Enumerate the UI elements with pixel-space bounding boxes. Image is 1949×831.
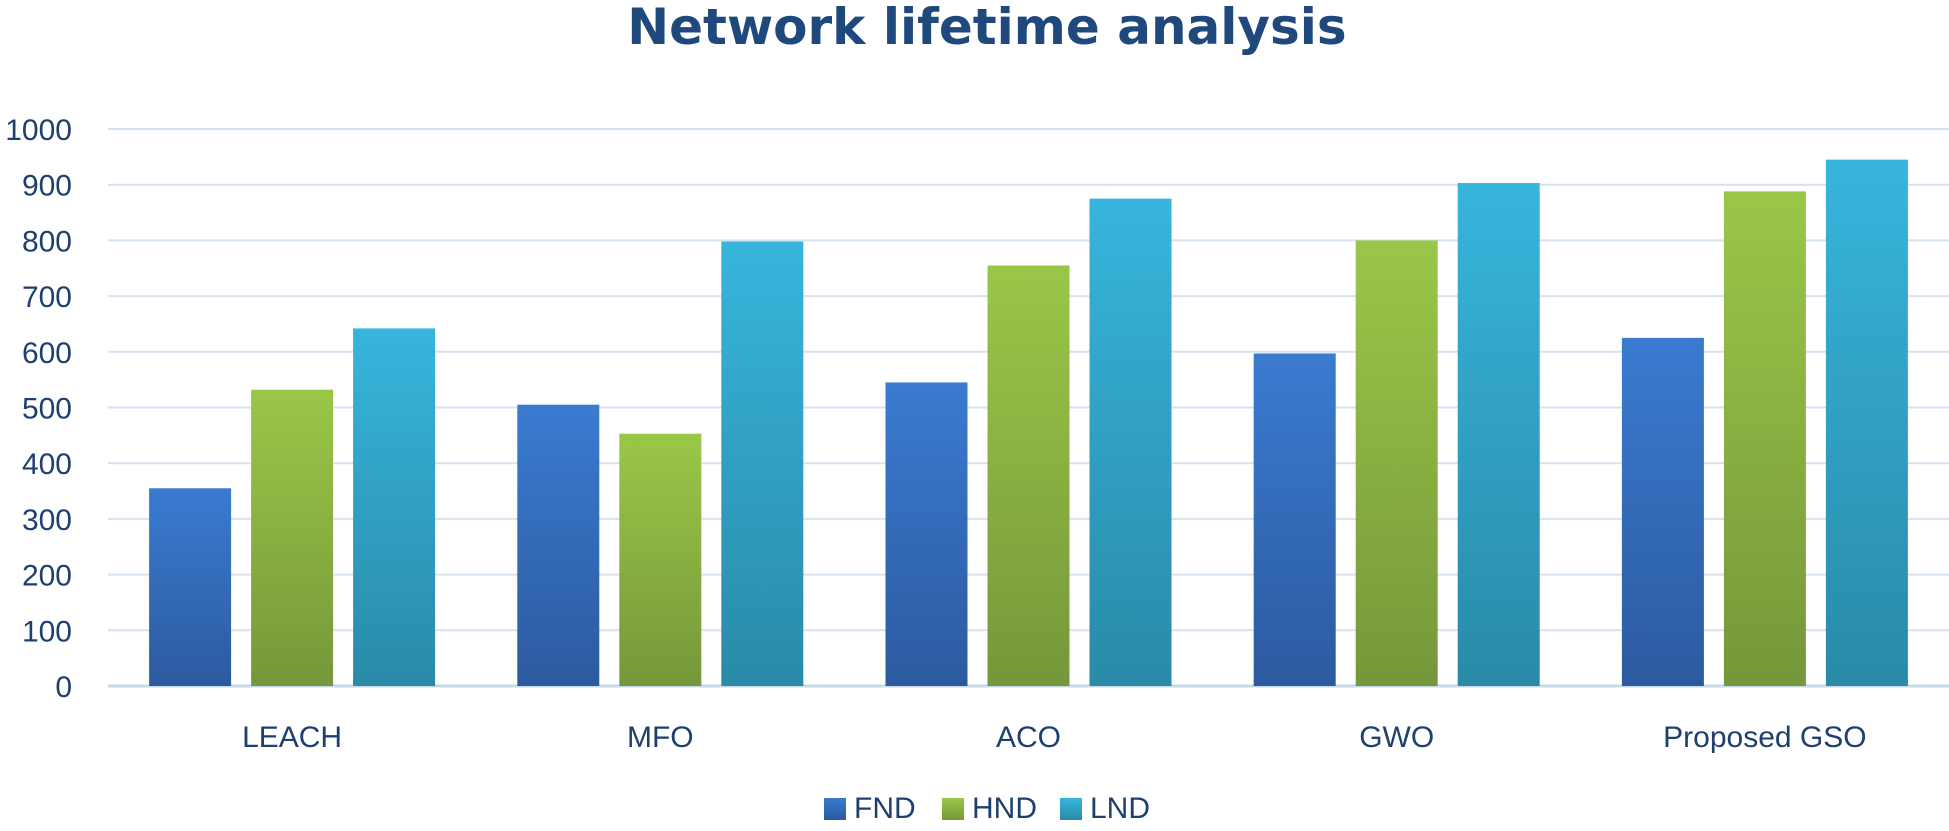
y-tick-label: 900 (22, 170, 72, 203)
y-tick-label: 0 (55, 671, 72, 704)
y-axis-ticks: 0 100 200 300 400 500 600 700 800 900 1000 (5, 114, 72, 704)
x-category-label: Proposed GSO (1663, 721, 1866, 754)
bar-lnd-mfo (721, 241, 804, 687)
bar-hnd-mfo (619, 433, 702, 686)
legend-swatch-hnd (942, 798, 964, 820)
y-tick-label: 400 (22, 448, 72, 481)
y-tick-label: 600 (22, 337, 72, 370)
bar-hnd-leach (251, 389, 334, 686)
x-category-label: MFO (627, 721, 694, 754)
y-tick-label: 700 (22, 281, 72, 314)
legend-label-lnd: LND (1090, 792, 1150, 825)
bar-lnd-aco (1089, 198, 1172, 686)
bar-hnd-gwo (1355, 240, 1438, 686)
bar-fnd-gwo (1253, 353, 1336, 686)
legend-swatch-lnd (1060, 798, 1082, 820)
legend-label-fnd: FND (854, 792, 916, 825)
bar-lnd-leach (353, 328, 436, 686)
bars (149, 159, 1908, 687)
y-tick-label: 200 (22, 560, 72, 593)
x-category-label: GWO (1359, 721, 1434, 754)
x-category-label: LEACH (242, 721, 342, 754)
bar-lnd-proposed-gso (1825, 159, 1908, 686)
y-tick-label: 800 (22, 225, 72, 258)
bar-fnd-mfo (517, 404, 600, 686)
bar-lnd-gwo (1457, 183, 1540, 687)
y-tick-label: 100 (22, 615, 72, 648)
bar-hnd-proposed-gso (1723, 191, 1806, 686)
legend-label-hnd: HND (972, 792, 1037, 825)
legend: FND HND LND (824, 792, 1150, 825)
legend-swatch-fnd (824, 798, 846, 820)
x-axis-categories: LEACH MFO ACO GWO Proposed GSO (242, 721, 1867, 754)
x-category-label: ACO (996, 721, 1061, 754)
bar-fnd-proposed-gso (1621, 337, 1704, 686)
bar-fnd-aco (885, 382, 968, 686)
y-tick-label: 300 (22, 504, 72, 537)
bar-hnd-aco (987, 265, 1070, 686)
y-tick-label: 1000 (5, 114, 72, 147)
bar-fnd-leach (149, 488, 232, 686)
y-tick-label: 500 (22, 393, 72, 426)
chart-title: Network lifetime analysis (627, 0, 1346, 56)
